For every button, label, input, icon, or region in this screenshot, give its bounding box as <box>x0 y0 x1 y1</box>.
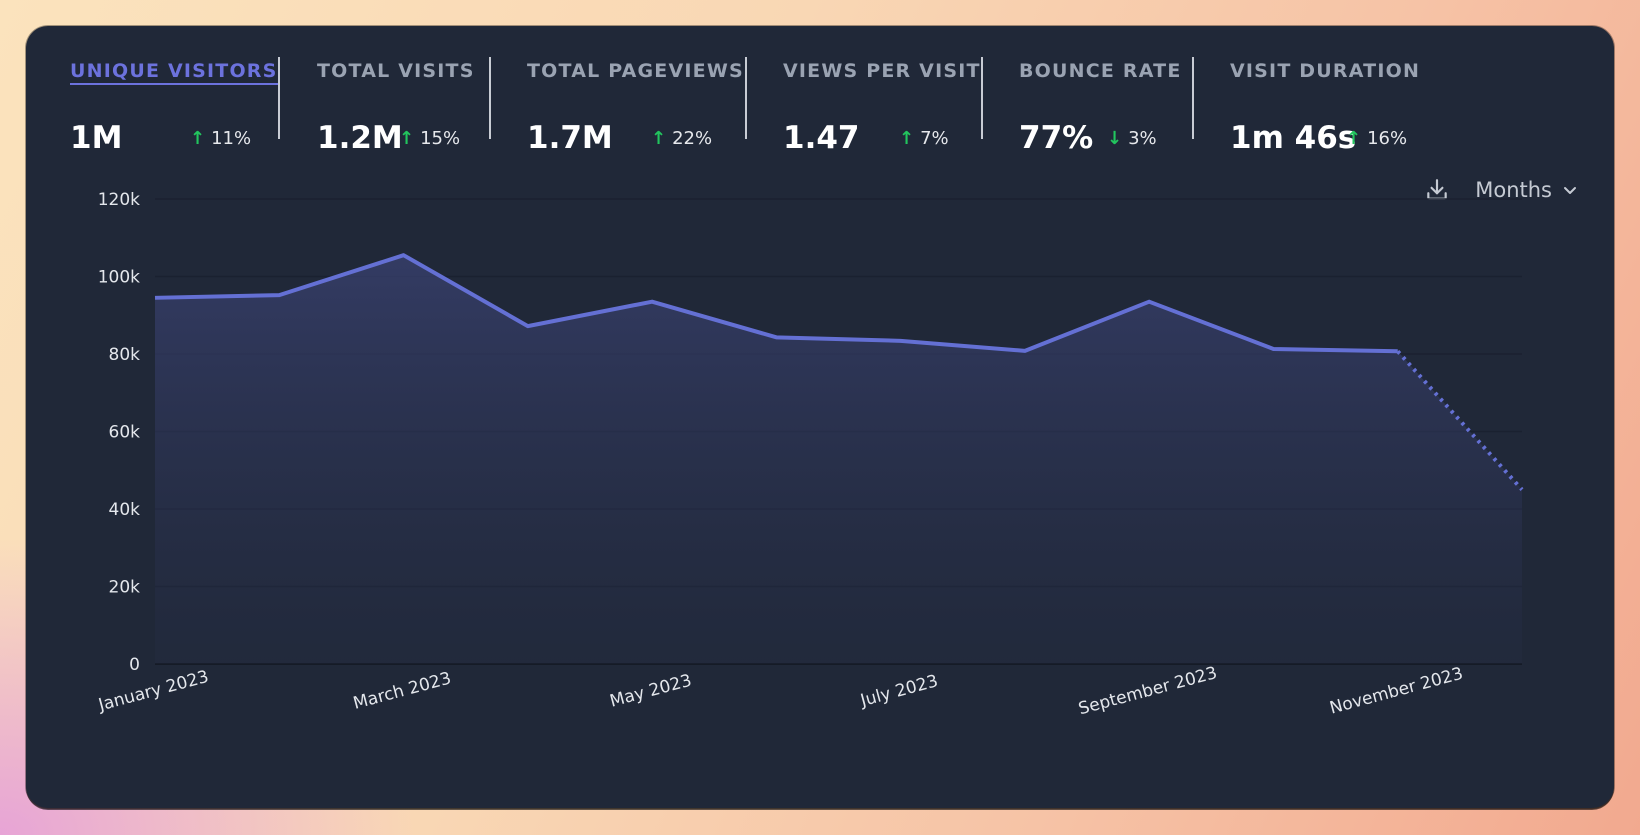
x-tick-label: January 2023 <box>96 667 211 716</box>
divider <box>278 57 280 139</box>
stat-value: 1.47 <box>783 120 860 156</box>
y-tick-label: 120k <box>98 190 140 210</box>
stat-label[interactable]: TOTAL VISITS <box>317 60 475 82</box>
arrow-up-icon: ↑ <box>190 128 206 149</box>
stat-label[interactable]: VIEWS PER VISIT <box>783 60 981 82</box>
stat-change-value: 11% <box>211 128 252 149</box>
stat-unique-visitors[interactable]: UNIQUE VISITORS 1M ↑ 11% <box>70 60 278 156</box>
stat-views-per-visit[interactable]: VIEWS PER VISIT 1.47 ↑ 7% <box>783 60 981 156</box>
stat-value: 1.7M <box>527 120 613 156</box>
x-axis-ticks: January 2023 March 2023 May 2023 July 2023 S… <box>96 663 1466 719</box>
y-tick-label: 20k <box>109 578 141 598</box>
chevron-down-icon <box>1564 187 1576 194</box>
stat-change: ↑ 16% <box>1346 128 1407 149</box>
series-line-projected <box>1396 349 1524 491</box>
y-axis-ticks: 0 20k 40k 60k 80k 100k 120k <box>98 190 140 675</box>
stat-label[interactable]: BOUNCE RATE <box>1019 60 1182 82</box>
stat-change: ↑ 22% <box>651 128 712 149</box>
period-select[interactable]: Months <box>1475 178 1578 202</box>
stat-bounce-rate[interactable]: BOUNCE RATE 77% ↓ 3% <box>1019 60 1182 156</box>
stat-change: ↓ 3% <box>1107 128 1157 149</box>
visitors-chart: 0 20k 40k 60k 80k 100k 120k January 2023 March … <box>96 190 1524 719</box>
y-tick-label: 100k <box>98 268 140 288</box>
arrow-up-icon: ↑ <box>399 128 415 149</box>
x-tick-label: March 2023 <box>351 669 453 714</box>
arrow-up-icon: ↑ <box>1346 128 1362 149</box>
series-line-solid <box>154 253 1398 354</box>
arrow-down-icon: ↓ <box>1107 128 1123 149</box>
stats-bar: UNIQUE VISITORS 1M ↑ 11% TOTAL VISITS 1.2… <box>26 26 1614 176</box>
divider <box>1192 57 1194 139</box>
divider <box>489 57 491 139</box>
x-tick-label: November 2023 <box>1328 664 1466 719</box>
stat-change-value: 3% <box>1128 128 1157 149</box>
stat-total-visits[interactable]: TOTAL VISITS 1.2M ↑ 15% <box>317 60 475 156</box>
y-tick-label: 60k <box>109 423 141 443</box>
stat-change-value: 7% <box>920 128 949 149</box>
analytics-card: UNIQUE VISITORS 1M ↑ 11% TOTAL VISITS 1.2… <box>26 26 1614 808</box>
stat-visit-duration[interactable]: VISIT DURATION 1m 46s ↑ 16% <box>1230 60 1421 156</box>
stat-value: 1m 46s <box>1230 120 1357 156</box>
x-tick-label: May 2023 <box>608 671 694 712</box>
stat-change-value: 22% <box>672 128 713 149</box>
stat-label[interactable]: UNIQUE VISITORS <box>70 60 278 85</box>
area-fill <box>155 255 1522 664</box>
stat-change-value: 15% <box>420 128 461 149</box>
stat-change-value: 16% <box>1367 128 1408 149</box>
y-tick-label: 40k <box>109 500 141 520</box>
x-tick-label: September 2023 <box>1076 663 1219 719</box>
stat-change: ↑ 11% <box>190 128 251 149</box>
stat-change: ↑ 15% <box>399 128 460 149</box>
y-tick-label: 80k <box>109 345 141 365</box>
x-tick-label: July 2023 <box>858 671 941 711</box>
period-label: Months <box>1475 178 1552 202</box>
stat-change: ↑ 7% <box>899 128 949 149</box>
y-tick-label: 0 <box>129 655 140 675</box>
chart-toolbar: Months <box>1421 172 1578 208</box>
divider <box>745 57 747 139</box>
divider <box>981 57 983 139</box>
area <box>155 255 1522 664</box>
arrow-up-icon: ↑ <box>651 128 667 149</box>
stat-value: 1M <box>70 120 123 156</box>
stat-value: 77% <box>1019 120 1094 156</box>
stat-total-pageviews[interactable]: TOTAL PAGEVIEWS 1.7M ↑ 22% <box>527 60 744 156</box>
stat-label[interactable]: VISIT DURATION <box>1230 60 1421 82</box>
arrow-up-icon: ↑ <box>899 128 915 149</box>
stat-value: 1.2M <box>317 120 403 156</box>
series-line <box>154 253 1524 491</box>
stat-label[interactable]: TOTAL PAGEVIEWS <box>527 60 744 82</box>
